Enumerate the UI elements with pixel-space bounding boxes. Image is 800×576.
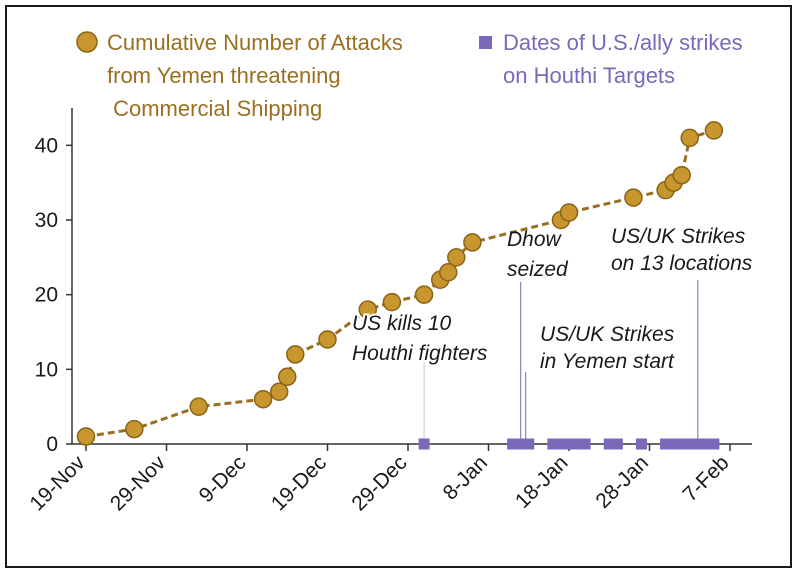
attack-point (439, 263, 458, 282)
x-tick-label: 19-Nov (25, 451, 89, 515)
strike-markers (418, 438, 720, 450)
annotation-leaders (423, 280, 699, 440)
attack-point (624, 188, 643, 207)
attack-point (278, 367, 297, 387)
annotation-text-line: Houthi fighters (352, 342, 488, 365)
x-tick-label: 18-Jan (511, 451, 573, 513)
x-tick-label: 7-Feb (678, 451, 733, 506)
x-tick-label: 29-Dec (347, 451, 411, 515)
strike-marker (611, 438, 623, 450)
y-tick-label: 0 (46, 433, 58, 456)
attack-point (76, 427, 96, 446)
strike-marker (692, 438, 704, 450)
strike-marker (563, 438, 575, 450)
annotations: US kills 10 Houthi fighters Dhow seized US/U… (350, 223, 755, 373)
annotation-text-line: US kills 10 (352, 312, 452, 335)
chart-frame (5, 5, 792, 568)
x-tick-label: 28-Jan (591, 451, 653, 513)
x-tick-label: 29-Nov (106, 451, 170, 515)
attack-series (76, 121, 724, 446)
attack-point (125, 419, 144, 439)
y-tick-label: 40 (35, 134, 58, 157)
annotation-text-line: on 13 locations (611, 252, 753, 275)
legend-attacks-label-line-3: Commercial Shipping (107, 96, 322, 121)
strike-marker (418, 438, 430, 450)
attack-point (704, 121, 724, 140)
attack-point (318, 330, 337, 349)
x-tick-label: 19-Dec (267, 451, 331, 515)
y-tick-label: 10 (35, 358, 58, 381)
strike-marker (555, 438, 567, 450)
attack-point (358, 300, 377, 319)
strike-marker (579, 438, 591, 450)
y-tick-label: 20 (35, 284, 58, 307)
strike-marker (515, 438, 527, 450)
attack-point (463, 233, 482, 252)
strike-marker (708, 438, 720, 450)
attack-point (382, 292, 402, 312)
strike-marker (635, 438, 647, 450)
y-tick-label: 30 (35, 209, 58, 232)
legend-attacks-label-line-2: from Yemen threatening (107, 63, 341, 88)
attacks-series-line (85, 128, 715, 438)
strike-marker (660, 438, 672, 450)
x-tick-label: 8-Jan (439, 451, 492, 504)
legend-strikes-marker (479, 36, 492, 49)
legend-attacks-marker (76, 31, 98, 53)
annotation-text-line: in Yemen start (540, 350, 675, 373)
attack-point (447, 248, 466, 267)
attack-point (414, 285, 434, 304)
annotation-text-line: seized (507, 258, 569, 281)
strike-marker (676, 438, 688, 450)
attack-point (253, 389, 273, 409)
attack-point (286, 345, 305, 364)
annotation-text-line: Dhow (507, 228, 563, 251)
attack-point (189, 397, 208, 416)
legend: Cumulative Number of Attacks from Yemen … (76, 30, 743, 121)
legend-attacks-label-line-1: Cumulative Number of Attacks (107, 30, 403, 55)
strike-marker (507, 438, 519, 450)
strike-marker (571, 438, 583, 450)
attack-point (269, 382, 289, 401)
strike-marker (523, 438, 535, 450)
attack-point (672, 165, 691, 185)
strike-marker (684, 438, 696, 450)
strike-marker (700, 438, 712, 450)
legend-strikes-label-line-2: on Houthi Targets (503, 63, 675, 88)
strike-marker (603, 438, 615, 450)
strike-marker (668, 438, 680, 450)
annotation-text-line: US/UK Strikes (540, 323, 675, 346)
x-tick-label: 9-Dec (195, 451, 251, 507)
annotation-text-line: US/UK Strikes (611, 225, 746, 248)
attack-point (559, 203, 579, 222)
strike-marker (547, 438, 559, 450)
attack-point (680, 128, 699, 148)
legend-strikes-label-line-1: Dates of U.S./ally strikes (503, 30, 743, 55)
